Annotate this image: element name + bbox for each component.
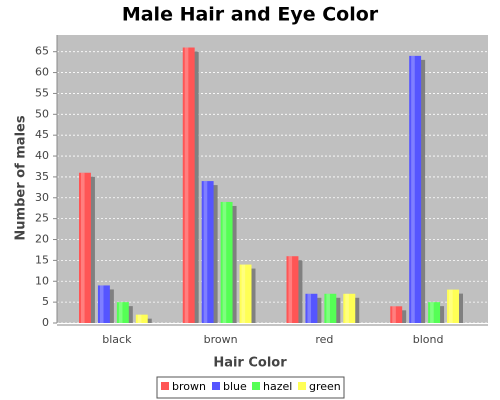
y-tick-label: 55 — [35, 86, 49, 99]
x-tick-label: blond — [413, 333, 444, 346]
x-axis-label: Hair Color — [213, 356, 287, 371]
chart-title: Male Hair and Eye Color — [122, 4, 379, 26]
bar-highlight — [81, 172, 85, 323]
bar — [97, 285, 110, 323]
bar — [428, 302, 441, 323]
bar-highlight — [307, 293, 312, 323]
legend-label: brown — [172, 380, 206, 393]
legend-swatch — [212, 382, 220, 390]
bar-highlight — [99, 285, 104, 323]
x-tick-label: brown — [204, 333, 238, 346]
bar — [324, 293, 337, 323]
bar-highlight — [411, 55, 415, 323]
y-tick-label: 5 — [42, 295, 49, 308]
bar-highlight — [326, 293, 330, 323]
y-tick-label: 40 — [35, 149, 49, 162]
y-tick-label: 30 — [35, 191, 49, 204]
legend-label: blue — [223, 380, 247, 393]
bar — [305, 293, 318, 323]
bar — [447, 289, 459, 323]
bar — [220, 201, 233, 323]
y-tick-label: 60 — [35, 66, 49, 79]
y-tick-label: 65 — [35, 45, 49, 58]
bar-highlight — [137, 314, 142, 323]
bar-highlight — [288, 256, 293, 323]
bar — [116, 302, 129, 323]
bar-highlight — [449, 289, 453, 323]
bar — [79, 172, 91, 323]
x-tick-label: black — [102, 333, 132, 346]
x-tick-label: red — [315, 333, 333, 346]
bar-highlight — [345, 293, 349, 323]
y-tick-label: 45 — [35, 128, 49, 141]
y-axis-label: Number of males — [14, 115, 29, 240]
y-tick-label: 25 — [35, 212, 49, 225]
legend-swatch — [161, 382, 169, 390]
legend-swatch — [298, 382, 306, 390]
y-tick-label: 20 — [35, 233, 49, 246]
bar-highlight — [430, 302, 434, 323]
y-tick-label: 0 — [42, 316, 49, 329]
bar-highlight — [203, 181, 208, 323]
bar — [135, 314, 148, 323]
bar — [286, 256, 299, 323]
legend — [156, 376, 345, 399]
bar-highlight — [118, 302, 123, 323]
legend-label: hazel — [263, 380, 292, 393]
bar — [390, 306, 403, 323]
bar — [182, 47, 195, 324]
y-tick-label: 35 — [35, 170, 49, 183]
legend-label: green — [309, 380, 341, 393]
bar-highlight — [184, 47, 189, 324]
bar — [201, 181, 214, 323]
bar — [409, 55, 422, 323]
y-tick-label: 15 — [35, 253, 49, 266]
bar-highlight — [241, 264, 246, 323]
y-tick-label: 50 — [35, 107, 49, 120]
bar — [343, 293, 356, 323]
bar — [239, 264, 252, 323]
bar-highlight — [392, 306, 396, 323]
legend-swatch — [252, 382, 260, 390]
y-tick-label: 10 — [35, 274, 49, 287]
bar-highlight — [222, 201, 227, 323]
